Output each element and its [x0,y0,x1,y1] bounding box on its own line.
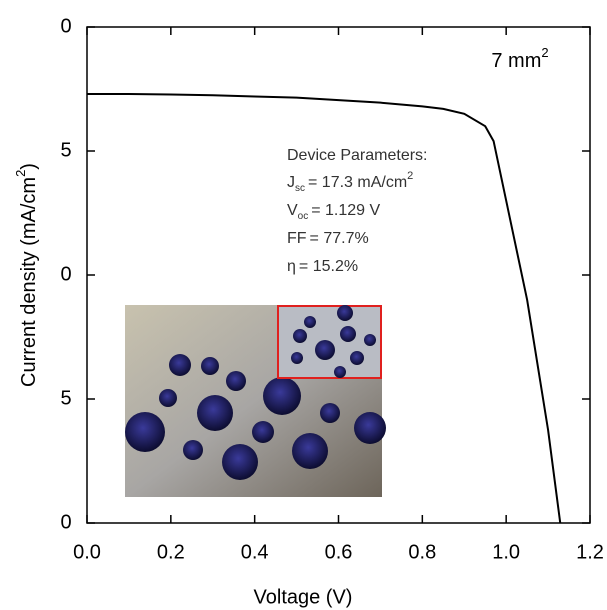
y-axis-title: Current density (mA/cm2) [13,163,40,387]
x-tick-label: 1.2 [576,541,604,563]
parameter-symbol: η [287,258,296,275]
x-tick-label: 0.4 [241,541,269,563]
parameter-superscript: 2 [407,170,413,182]
y-tick-label: 5 [60,387,71,409]
parameter-line: Jsc= 17.3 mA/cm2 [287,170,413,194]
parameter-line: FF= 77.7% [287,230,369,247]
parameter-value: = 1.129 V [311,202,380,219]
x-tick-label: 0.6 [325,541,353,563]
x-axis-title: Voltage (V) [254,586,353,608]
y-tick-label: 5 [60,139,71,161]
parameter-symbol: FF [287,230,307,247]
y-tick-label: 0 [60,15,71,37]
parameters-title: Device Parameters: [287,147,428,164]
photo-inset [125,305,386,497]
parameter-line: Voc= 1.129 V [287,202,381,221]
device-parameters: Device Parameters: Jsc= 17.3 mA/cm2Voc= … [287,147,428,275]
parameter-symbol: V [287,202,298,219]
parameter-line: η= 15.2% [287,258,358,275]
chart: 7 mm2 Device Parameters: Jsc= 17.3 mA/cm… [0,0,607,610]
x-tick-label: 1.0 [492,541,520,563]
area-label: 7 mm2 [491,45,548,72]
parameter-value: = 17.3 mA/cm [308,174,407,191]
parameter-value: = 15.2% [299,258,358,275]
parameter-subscript: oc [298,211,309,222]
x-tick-label: 0.0 [73,541,101,563]
x-tick-label: 0.8 [408,541,436,563]
parameter-value: = 77.7% [310,230,369,247]
parameter-subscript: sc [295,183,305,194]
x-tick-label: 0.2 [157,541,185,563]
y-tick-label: 0 [60,263,71,285]
y-tick-label: 0 [60,511,71,533]
parameter-symbol: J [287,174,295,191]
